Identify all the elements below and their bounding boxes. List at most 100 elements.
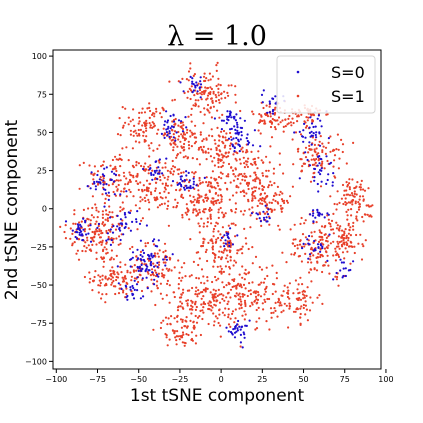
point-s0 [139,297,142,300]
point-s1 [345,241,348,244]
point-s1 [252,113,255,116]
point-s1 [348,245,351,248]
point-s0 [246,133,249,136]
point-s1 [132,134,135,137]
point-s1 [215,69,218,72]
point-s1 [255,320,258,323]
point-s1 [203,91,206,94]
point-s0 [133,288,136,291]
point-s0 [116,214,119,217]
point-s0 [319,157,322,160]
point-s1 [194,102,197,105]
point-s1 [173,142,176,145]
point-s1 [167,191,170,195]
point-s1 [148,182,151,185]
point-s0 [191,91,194,94]
point-s1 [205,193,208,196]
point-s1 [220,165,223,169]
point-s1 [310,280,313,283]
point-s1 [112,258,115,261]
point-s0 [268,100,271,103]
point-s1 [227,151,230,154]
point-s0 [263,218,266,221]
point-s0 [87,232,90,235]
point-s0 [233,150,236,153]
point-s1 [186,325,189,328]
point-s1 [202,242,205,245]
point-s1 [299,133,303,136]
point-s0 [170,125,173,128]
point-s1 [217,83,220,86]
point-s0 [233,125,236,128]
point-s1 [257,150,260,153]
point-s0 [293,131,296,134]
point-s1 [350,192,354,195]
point-s0 [240,126,244,130]
point-s1 [231,285,234,289]
point-s1 [335,227,338,230]
point-s1 [159,196,162,199]
point-s1 [182,307,185,310]
point-s1 [102,177,105,180]
point-s1 [287,326,290,329]
point-s1 [153,198,157,201]
point-s0 [320,169,323,172]
point-s1 [217,208,220,211]
point-s1 [229,296,232,299]
point-s0 [231,145,235,148]
point-s1 [343,241,346,244]
point-s1 [192,211,195,214]
point-s0 [223,234,226,237]
point-s1 [274,301,277,304]
point-s1 [351,225,355,228]
point-s1 [237,249,240,252]
point-s1 [181,318,184,321]
point-s1 [210,116,213,119]
point-s1 [182,149,185,152]
point-s1 [218,301,222,304]
point-s1 [320,253,323,257]
point-s1 [216,182,219,185]
point-s1 [276,119,279,122]
point-s1 [199,110,202,114]
y-tick-label: −100 [25,357,47,366]
point-s1 [310,158,313,161]
point-s1 [78,164,81,167]
point-s1 [329,225,332,228]
point-s1 [83,275,86,279]
point-s1 [343,230,346,233]
point-s1 [319,255,322,259]
point-s1 [130,275,133,278]
point-s0 [233,331,237,334]
point-s1 [207,181,211,184]
point-s1 [220,153,223,156]
point-s1 [217,176,221,179]
point-s0 [238,150,241,153]
point-s1 [193,172,196,175]
point-s1 [217,91,220,94]
point-s1 [247,181,250,184]
point-s0 [95,180,98,183]
point-s1 [206,184,209,187]
point-s0 [84,219,87,222]
point-s1 [214,315,217,318]
point-s1 [164,182,168,185]
point-s1 [131,118,134,121]
point-s1 [367,187,370,190]
point-s1 [356,219,359,222]
point-s0 [317,190,320,193]
point-s1 [352,195,355,198]
point-s1 [94,270,97,273]
point-s1 [81,249,84,253]
point-s1 [208,111,211,114]
point-s0 [247,141,251,144]
point-s1 [192,208,195,211]
point-s0 [110,170,113,173]
point-s1 [164,188,167,191]
point-s0 [199,96,202,99]
point-s1 [209,107,212,110]
point-s1 [223,247,226,251]
point-s0 [321,247,324,250]
point-s1 [159,112,162,115]
point-s1 [208,72,211,75]
